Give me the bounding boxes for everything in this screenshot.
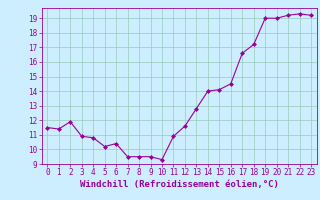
X-axis label: Windchill (Refroidissement éolien,°C): Windchill (Refroidissement éolien,°C) bbox=[80, 180, 279, 189]
